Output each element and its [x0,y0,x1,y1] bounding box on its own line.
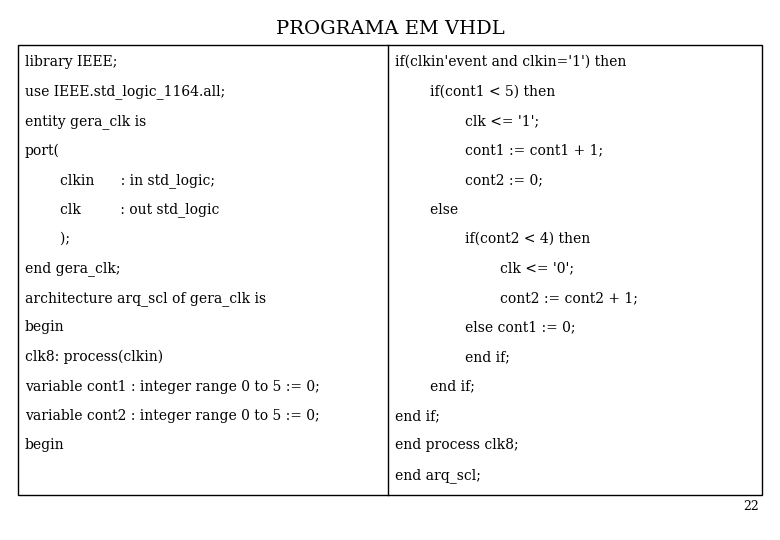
Text: end arq_scl;: end arq_scl; [395,468,481,483]
Text: clkin      : in std_logic;: clkin : in std_logic; [25,173,215,188]
Text: if(cont2 < 4) then: if(cont2 < 4) then [395,232,590,246]
Text: end if;: end if; [395,380,475,394]
Text: begin: begin [25,438,65,453]
Text: 22: 22 [743,501,759,514]
Bar [18,45,762,495]
Text: PROGRAMA EM VHDL: PROGRAMA EM VHDL [275,20,505,38]
Text: use IEEE.std_logic_1164.all;: use IEEE.std_logic_1164.all; [25,84,225,99]
Text: clk8: process(clkin): clk8: process(clkin) [25,350,163,364]
Text: cont2 := cont2 + 1;: cont2 := cont2 + 1; [395,291,638,305]
Text: cont2 := 0;: cont2 := 0; [395,173,543,187]
Text: clk <= '0';: clk <= '0'; [395,261,574,275]
Text: clk <= '1';: clk <= '1'; [395,114,539,128]
Text: );: ); [25,232,70,246]
Text: clk         : out std_logic: clk : out std_logic [25,202,219,218]
Text: port(: port( [25,144,60,158]
Text: else cont1 := 0;: else cont1 := 0; [395,321,576,334]
Text: else: else [395,202,458,217]
Text: if(cont1 < 5) then: if(cont1 < 5) then [395,84,555,98]
Text: if(clkin'event and clkin='1') then: if(clkin'event and clkin='1') then [395,55,626,69]
Text: variable cont2 : integer range 0 to 5 := 0;: variable cont2 : integer range 0 to 5 :=… [25,409,320,423]
Text: end if;: end if; [395,409,440,423]
Text: variable cont1 : integer range 0 to 5 := 0;: variable cont1 : integer range 0 to 5 :=… [25,380,320,394]
Text: architecture arq_scl of gera_clk is: architecture arq_scl of gera_clk is [25,291,266,306]
Text: cont1 := cont1 + 1;: cont1 := cont1 + 1; [395,144,603,158]
Text: library IEEE;: library IEEE; [25,55,117,69]
Text: end process clk8;: end process clk8; [395,438,519,453]
Text: end gera_clk;: end gera_clk; [25,261,120,276]
Text: entity gera_clk is: entity gera_clk is [25,114,147,129]
Text: begin: begin [25,321,65,334]
Text: end if;: end if; [395,350,510,364]
